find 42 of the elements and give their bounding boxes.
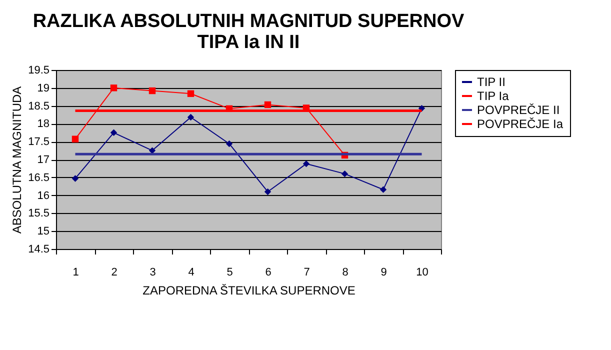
- x-tick-label: 9: [380, 266, 387, 278]
- point: [148, 87, 156, 94]
- chart-title: RAZLIKA ABSOLUTNIH MAGNITUD SUPERNOV TIPA Ia IN II: [32, 11, 465, 53]
- y-tick-label: 16: [37, 190, 50, 202]
- legend-label: POVPREČJE II: [477, 103, 560, 117]
- x-tick-label: 1: [72, 266, 79, 278]
- x-tick-label: 8: [342, 266, 348, 278]
- point: [72, 175, 79, 182]
- x-axis-title: ZAPOREDNA ŠTEVILKA SUPERNOVE: [142, 284, 356, 298]
- x-tick-label: 6: [265, 266, 272, 278]
- x-tick-label: 4: [188, 266, 194, 278]
- point: [148, 147, 156, 154]
- point: [110, 129, 118, 136]
- point: [302, 160, 310, 168]
- y-tick-label: 15: [37, 226, 50, 238]
- point: [187, 114, 194, 121]
- legend-label: TIP Ia: [477, 89, 510, 103]
- x-tick-label: 7: [304, 266, 310, 278]
- y-tick-label: 17: [37, 154, 50, 166]
- point: [226, 140, 233, 148]
- point: [187, 90, 194, 97]
- y-tick-label: 14.5: [28, 244, 50, 256]
- point: [264, 101, 272, 108]
- point: [380, 186, 387, 193]
- y-tick-label: 19: [37, 82, 50, 94]
- y-axis-title: ABSOLUTNA MAGNITUDA: [10, 86, 24, 234]
- legend-label: TIP II: [477, 75, 506, 89]
- y-tick-label: 19.5: [28, 64, 50, 76]
- y-tick-label: 18: [37, 118, 50, 130]
- x-tick-label: 3: [150, 266, 156, 278]
- legend-label: POVPREČJE Ia: [477, 117, 564, 131]
- y-tick-label: 17.5: [28, 136, 50, 148]
- point: [110, 84, 118, 92]
- x-tick-label: 10: [416, 266, 428, 278]
- point: [341, 170, 348, 178]
- x-tick-label: 5: [226, 266, 233, 278]
- y-tick-label: 15.5: [28, 208, 50, 220]
- y-tick-label: 18.5: [28, 100, 50, 112]
- point: [72, 136, 79, 142]
- x-tick-label: 2: [111, 266, 118, 278]
- y-tick-label: 16.5: [28, 172, 50, 184]
- point: [264, 188, 272, 196]
